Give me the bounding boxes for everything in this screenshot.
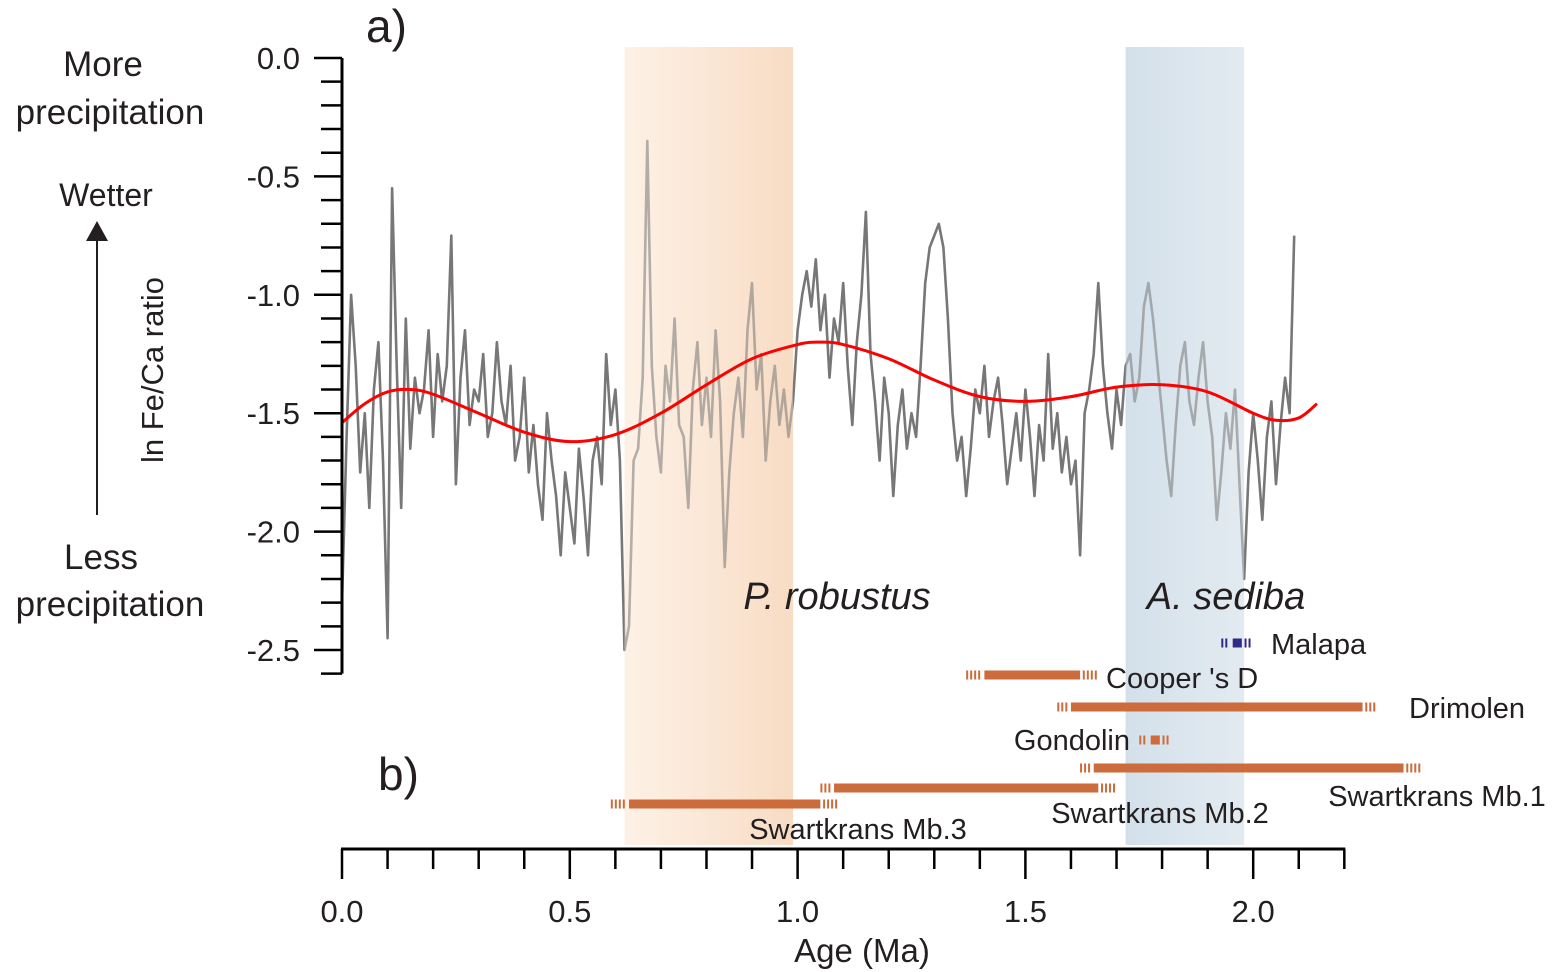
range-dash <box>1082 670 1085 680</box>
y-tick-label: -1.5 <box>247 396 300 431</box>
panel-label-a: a) <box>366 0 407 52</box>
range-solid-bar <box>1232 638 1242 648</box>
range-label: Gondolin <box>1014 725 1130 757</box>
range-dash <box>1139 735 1142 745</box>
range-dash <box>974 670 977 680</box>
range-dash <box>1365 702 1368 712</box>
y-axis-label: ln Fe/Ca ratio <box>135 277 170 463</box>
x-axis-label: Age (Ma) <box>794 932 930 969</box>
range-dash <box>1094 670 1097 680</box>
range-dash <box>831 799 834 809</box>
range-dash <box>1369 702 1372 712</box>
band-overlays <box>624 47 1245 845</box>
range-solid-bar <box>1093 763 1404 773</box>
panel-label-b: b) <box>378 748 419 800</box>
range-dash <box>610 799 613 809</box>
site-range-malapa: Malapa <box>1221 629 1367 661</box>
site-range-gondolin: Gondolin <box>1014 725 1169 757</box>
range-dash <box>1373 702 1376 712</box>
band-label-p-robustus: P. robustus <box>743 576 930 618</box>
range-solid-bar <box>834 783 1099 793</box>
range-dash <box>1244 638 1247 648</box>
range-label: Cooper 's D <box>1106 663 1258 695</box>
range-dash <box>1080 763 1083 773</box>
range-dash <box>622 799 625 809</box>
x-tick-label: 1.5 <box>1004 894 1047 929</box>
y-tick-label: -2.0 <box>247 515 300 550</box>
trend-series <box>341 340 1318 444</box>
x-tick-label: 0.0 <box>320 894 363 929</box>
range-solid-bar <box>1070 702 1363 712</box>
range-label: Swartkrans Mb.3 <box>749 814 967 846</box>
range-dash <box>1143 735 1146 745</box>
x-tick-label: 0.5 <box>548 894 591 929</box>
range-dash <box>1166 735 1169 745</box>
range-dash <box>1225 638 1228 648</box>
range-dash <box>1086 670 1089 680</box>
range-solid-bar <box>1150 735 1160 745</box>
range-dash <box>970 670 973 680</box>
range-dash <box>1105 783 1108 793</box>
range-dash <box>614 799 617 809</box>
range-dash <box>828 783 831 793</box>
range-solid-bar <box>629 799 821 809</box>
range-dash <box>827 799 830 809</box>
site-range-swartkrans-mb-1: Swartkrans Mb.1 <box>1080 763 1546 813</box>
range-dash <box>1061 702 1064 712</box>
site-range-swartkrans-mb-2: Swartkrans Mb.2 <box>820 783 1269 830</box>
wetter-arrow-icon <box>86 221 108 515</box>
range-dash <box>835 799 838 809</box>
x-tick-label: 1.0 <box>776 894 819 929</box>
range-dash <box>1090 670 1093 680</box>
range-dash <box>1221 638 1224 648</box>
band-overlay-0 <box>624 47 794 845</box>
band-overlay-1 <box>1125 47 1245 845</box>
annotation-less: Less <box>64 538 138 577</box>
site-range-drimolen: Drimolen <box>1057 693 1525 725</box>
range-label: Swartkrans Mb.2 <box>1051 798 1269 830</box>
range-dash <box>1065 702 1068 712</box>
range-dash <box>1414 763 1417 773</box>
range-dash <box>618 799 621 809</box>
annotation-less-precipitation: precipitation <box>16 585 205 624</box>
annotation-more-precipitation: precipitation <box>16 93 205 132</box>
annotation-more: More <box>63 45 143 84</box>
site-range-cooper-s-d: Cooper 's D <box>966 663 1258 695</box>
range-dash <box>824 783 827 793</box>
y-tick-label: -1.0 <box>247 278 300 313</box>
range-dash <box>1088 763 1091 773</box>
range-label: Drimolen <box>1409 693 1525 725</box>
range-dash <box>1084 763 1087 773</box>
band-label-a-sediba: A. sediba <box>1145 576 1305 618</box>
range-dash <box>820 783 823 793</box>
range-dash <box>1113 783 1116 793</box>
range-dash <box>1162 735 1165 745</box>
range-dash <box>1057 702 1060 712</box>
annotation-wetter: Wetter <box>59 177 153 213</box>
range-dash <box>1410 763 1413 773</box>
range-dash <box>1101 783 1104 793</box>
y-axis: 0.0 -0.5 -1.0 -1.5 -2.0 -2.5 <box>247 41 344 675</box>
range-dash <box>1248 638 1251 648</box>
range-dash <box>1109 783 1112 793</box>
y-tick-label: -0.5 <box>247 159 300 194</box>
y-tick-label: 0.0 <box>257 41 300 76</box>
range-dash <box>966 670 969 680</box>
y-tick-label: -2.5 <box>247 633 300 668</box>
range-dash <box>823 799 826 809</box>
range-solid-bar <box>984 670 1081 680</box>
x-axis: 0.0 0.5 1.0 1.5 2.0 <box>320 847 1346 929</box>
site-ranges: Malapa Cooper 's D Drimolen Gondolin Swartkr… <box>610 629 1546 846</box>
range-dash <box>1418 763 1421 773</box>
range-dash <box>1406 763 1409 773</box>
range-label: Malapa <box>1271 629 1367 661</box>
range-label: Swartkrans Mb.1 <box>1328 781 1546 813</box>
range-dash <box>978 670 981 680</box>
x-tick-label: 2.0 <box>1232 894 1275 929</box>
site-range-swartkrans-mb-3: Swartkrans Mb.3 <box>610 799 967 846</box>
